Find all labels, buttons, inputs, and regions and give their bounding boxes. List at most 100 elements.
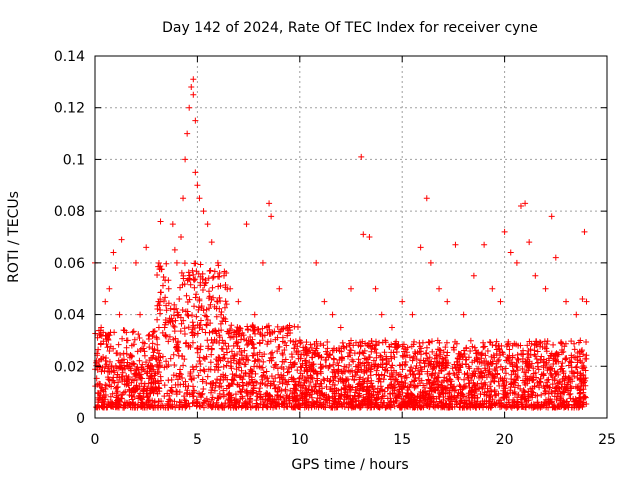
band-point <box>523 363 530 370</box>
band-point <box>170 322 177 329</box>
band-point <box>212 379 219 386</box>
band-point <box>157 404 164 411</box>
band-point <box>533 374 540 381</box>
band-point <box>312 350 319 357</box>
band-point <box>197 361 204 368</box>
band-point <box>442 401 449 408</box>
band-point <box>417 357 424 364</box>
band-point <box>137 371 144 378</box>
band-point <box>391 384 398 391</box>
band-point <box>469 373 476 380</box>
band-point <box>313 338 320 345</box>
band-point <box>223 301 230 308</box>
band-point <box>404 399 411 406</box>
data-point <box>165 285 172 292</box>
band-point <box>165 338 172 345</box>
band-point <box>535 366 542 373</box>
band-point <box>426 360 433 367</box>
band-point <box>165 300 172 307</box>
band-point <box>220 340 227 347</box>
band-point <box>282 376 289 383</box>
band-point <box>559 360 566 367</box>
data-point <box>184 130 191 137</box>
band-point <box>248 367 255 374</box>
data-point <box>542 285 549 292</box>
band-point <box>292 381 299 388</box>
band-point <box>511 376 518 383</box>
band-point <box>285 365 292 372</box>
band-point <box>376 339 383 346</box>
band-point <box>194 398 201 405</box>
band-point <box>519 358 526 365</box>
band-point <box>480 339 487 346</box>
band-point <box>324 399 331 406</box>
data-point <box>563 298 570 305</box>
data-point <box>313 259 320 266</box>
band-point <box>280 325 287 332</box>
band-point <box>428 398 435 405</box>
band-point <box>216 354 223 361</box>
data-point <box>227 285 234 292</box>
band-point <box>440 359 447 366</box>
band-point <box>221 304 228 311</box>
band-point <box>254 356 261 363</box>
band-point <box>554 393 561 400</box>
band-point <box>207 301 214 308</box>
band-point <box>240 372 247 379</box>
band-point <box>374 404 381 411</box>
band-point <box>397 404 404 411</box>
band-point <box>253 379 260 386</box>
band-point <box>482 352 489 359</box>
band-point <box>203 306 210 313</box>
band-point <box>464 375 471 382</box>
band-point <box>558 363 565 370</box>
band-point <box>515 356 522 363</box>
band-point <box>163 307 170 314</box>
band-point <box>171 328 178 335</box>
data-point <box>286 324 293 331</box>
band-point <box>95 346 102 353</box>
band-point <box>560 370 567 377</box>
band-point <box>267 338 274 345</box>
band-point <box>189 393 196 400</box>
data-point <box>137 311 144 318</box>
band-point <box>134 404 141 411</box>
band-point <box>249 352 256 359</box>
band-point <box>513 401 520 408</box>
band-point <box>214 376 221 383</box>
data-point <box>321 298 328 305</box>
band-point <box>424 368 431 375</box>
band-point <box>475 349 482 356</box>
band-point <box>271 381 278 388</box>
band-point <box>120 389 127 396</box>
band-point <box>531 351 538 358</box>
band-point <box>349 403 356 410</box>
band-point <box>513 341 520 348</box>
band-point <box>426 354 433 361</box>
band-point <box>534 399 541 406</box>
band-point <box>566 391 573 398</box>
band-point <box>191 284 198 291</box>
band-point <box>553 358 560 365</box>
band-point <box>242 361 249 368</box>
band-point <box>151 399 158 406</box>
band-point <box>436 346 443 353</box>
band-point <box>114 384 121 391</box>
band-point <box>491 399 498 406</box>
band-point <box>411 377 418 384</box>
band-point <box>182 378 189 385</box>
band-point <box>154 316 161 323</box>
band-point <box>553 384 560 391</box>
band-point <box>207 267 214 274</box>
band-point <box>510 367 517 374</box>
band-point <box>445 396 452 403</box>
band-point <box>412 374 419 381</box>
band-point <box>165 404 172 411</box>
band-point <box>189 329 196 336</box>
band-point <box>388 355 395 362</box>
band-point <box>413 397 420 404</box>
band-point <box>126 402 133 409</box>
band-point <box>418 377 425 384</box>
band-point <box>131 336 138 343</box>
band-point <box>228 380 235 387</box>
